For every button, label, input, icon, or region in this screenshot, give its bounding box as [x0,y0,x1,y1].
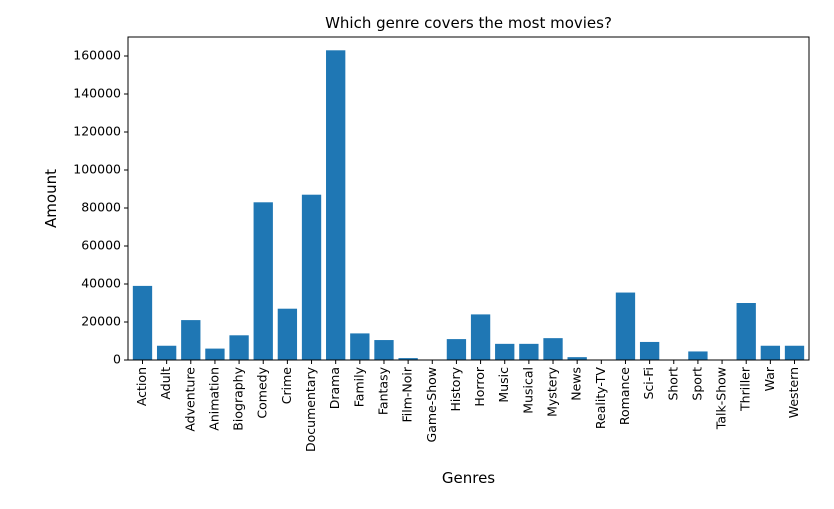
y-tick-label: 40000 [81,276,121,291]
plot-area-frame [127,36,810,361]
bar-documentary [301,194,322,360]
bar-sci-fi [639,341,660,360]
x-tick-label: Thriller [738,366,753,412]
bar-romance [615,292,636,360]
x-tick-label: Documentary [303,366,318,452]
bar-mystery [543,338,563,360]
x-tick-label: News [569,367,584,401]
bar-sport [688,351,708,360]
x-tick-label: Musical [520,367,535,414]
x-tick-label: Family [351,366,366,407]
bar-biography [229,335,249,360]
x-tick-label: Adult [158,367,173,400]
bars-group [132,50,805,361]
bar-crime [277,308,298,360]
x-tick-label: Horror [472,366,487,406]
x-tick-label: Music [496,367,511,403]
y-tick-label: 60000 [81,238,121,253]
x-tick-label: Biography [231,366,246,430]
bar-action [132,285,153,360]
x-tick-label: Fantasy [375,366,390,415]
x-tick-label: Sci-Fi [641,367,656,400]
y-tick-label: 160000 [73,48,121,63]
x-tick-label: Animation [206,367,221,431]
x-tick-label: Romance [617,367,632,425]
x-tick-label: History [448,366,463,411]
x-tick-label: Adventure [182,367,197,432]
bar-animation [205,348,225,360]
y-tick-label: 120000 [73,124,121,139]
y-axis-title: Amount [42,169,60,228]
x-tick-label: Game-Show [424,367,439,442]
x-tick-label: Sport [689,367,704,401]
bar-fantasy [374,340,394,360]
x-tick-label: Western [786,367,801,418]
bar-music [495,343,515,360]
bar-war [760,345,781,360]
x-tick-label: Action [134,367,149,406]
bar-history [446,339,467,360]
y-tick-label: 100000 [73,162,121,177]
bar-film-noir [398,358,418,360]
x-tick-label: Drama [327,367,342,409]
bar-horror [470,314,491,360]
bar-adult [156,345,177,360]
x-axis: Action Adult Adventure Animation Biography Co… [134,360,801,452]
x-tick-label: Mystery [545,366,560,416]
x-tick-label: War [762,366,777,391]
y-tick-label: 80000 [81,200,121,215]
y-tick-label: 140000 [73,86,121,101]
bar-western [784,345,805,360]
y-tick-label: 0 [113,352,121,367]
y-tick-label: 20000 [81,314,121,329]
x-tick-label: Crime [279,367,294,405]
y-axis: 0 20000 40000 60000 80000 100000 120000 140000 1… [73,48,128,367]
bar-family [350,333,370,360]
x-tick-label: Film-Noir [400,366,415,422]
x-tick-label: Comedy [255,366,270,418]
bar-adventure [181,320,201,360]
bar-drama [326,50,346,361]
chart-title: Which genre covers the most movies? [325,14,612,32]
bar-musical [519,343,539,360]
x-axis-title: Genres [442,469,495,487]
x-tick-label: Talk-Show [714,367,729,430]
bar-thriller [736,303,756,360]
bar-news [567,357,587,360]
x-tick-label: Reality-TV [593,367,608,429]
x-tick-label: Short [665,367,680,401]
bar-comedy [253,202,273,360]
